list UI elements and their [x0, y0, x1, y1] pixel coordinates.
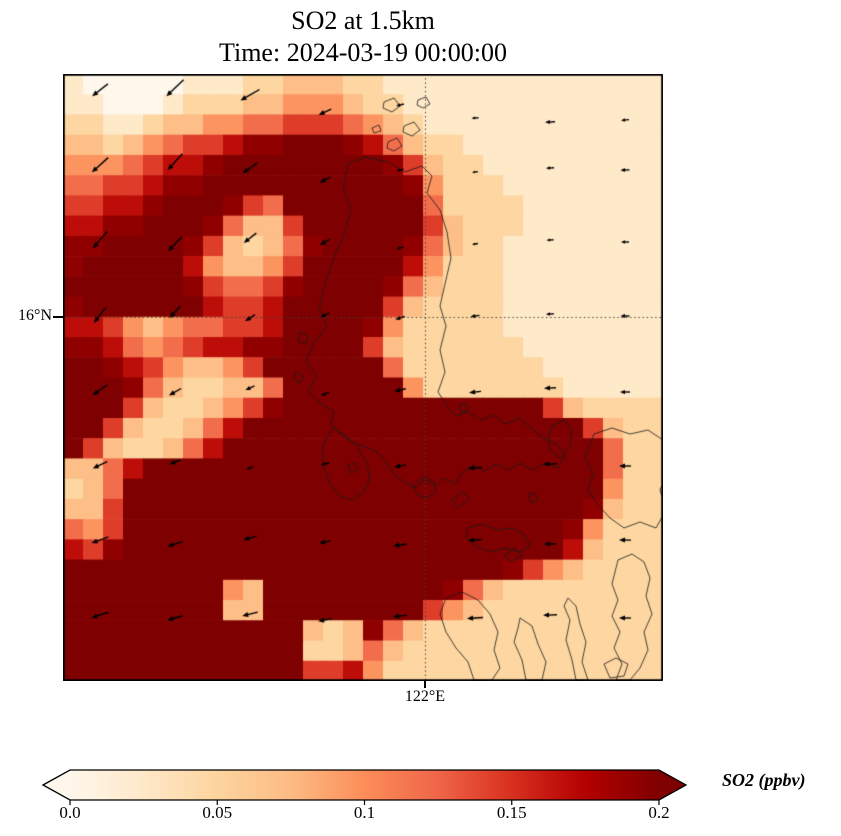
y-axis-tick-label: 16°N: [18, 307, 52, 324]
colorbar: [40, 767, 692, 805]
colorbar-tick-labels: 0.0 0.05 0.1 0.15 0.2: [0, 803, 841, 827]
map-plot-area: [63, 74, 663, 681]
colorbar-tick-label: 0.2: [648, 803, 670, 822]
colorbar-tick-label: 0.0: [59, 803, 81, 822]
colorbar-tick-label: 0.05: [202, 803, 233, 822]
plot-subtitle-time: Time: 2024-03-19 00:00:00: [219, 38, 507, 67]
colorbar-tick-label: 0.1: [353, 803, 376, 822]
plot-title: SO2 at 1.5km: [291, 6, 435, 35]
y-axis-tickmark: [53, 316, 63, 318]
colorbar-axis-label: SO2 (ppbv): [722, 770, 806, 790]
colorbar-tick-label: 0.15: [496, 803, 527, 822]
so2-heatmap-canvas: [63, 74, 663, 681]
x-axis-tickmark: [424, 681, 426, 688]
x-axis-tick-label: 122°E: [404, 688, 446, 705]
colorbar-svg: [41, 769, 688, 805]
